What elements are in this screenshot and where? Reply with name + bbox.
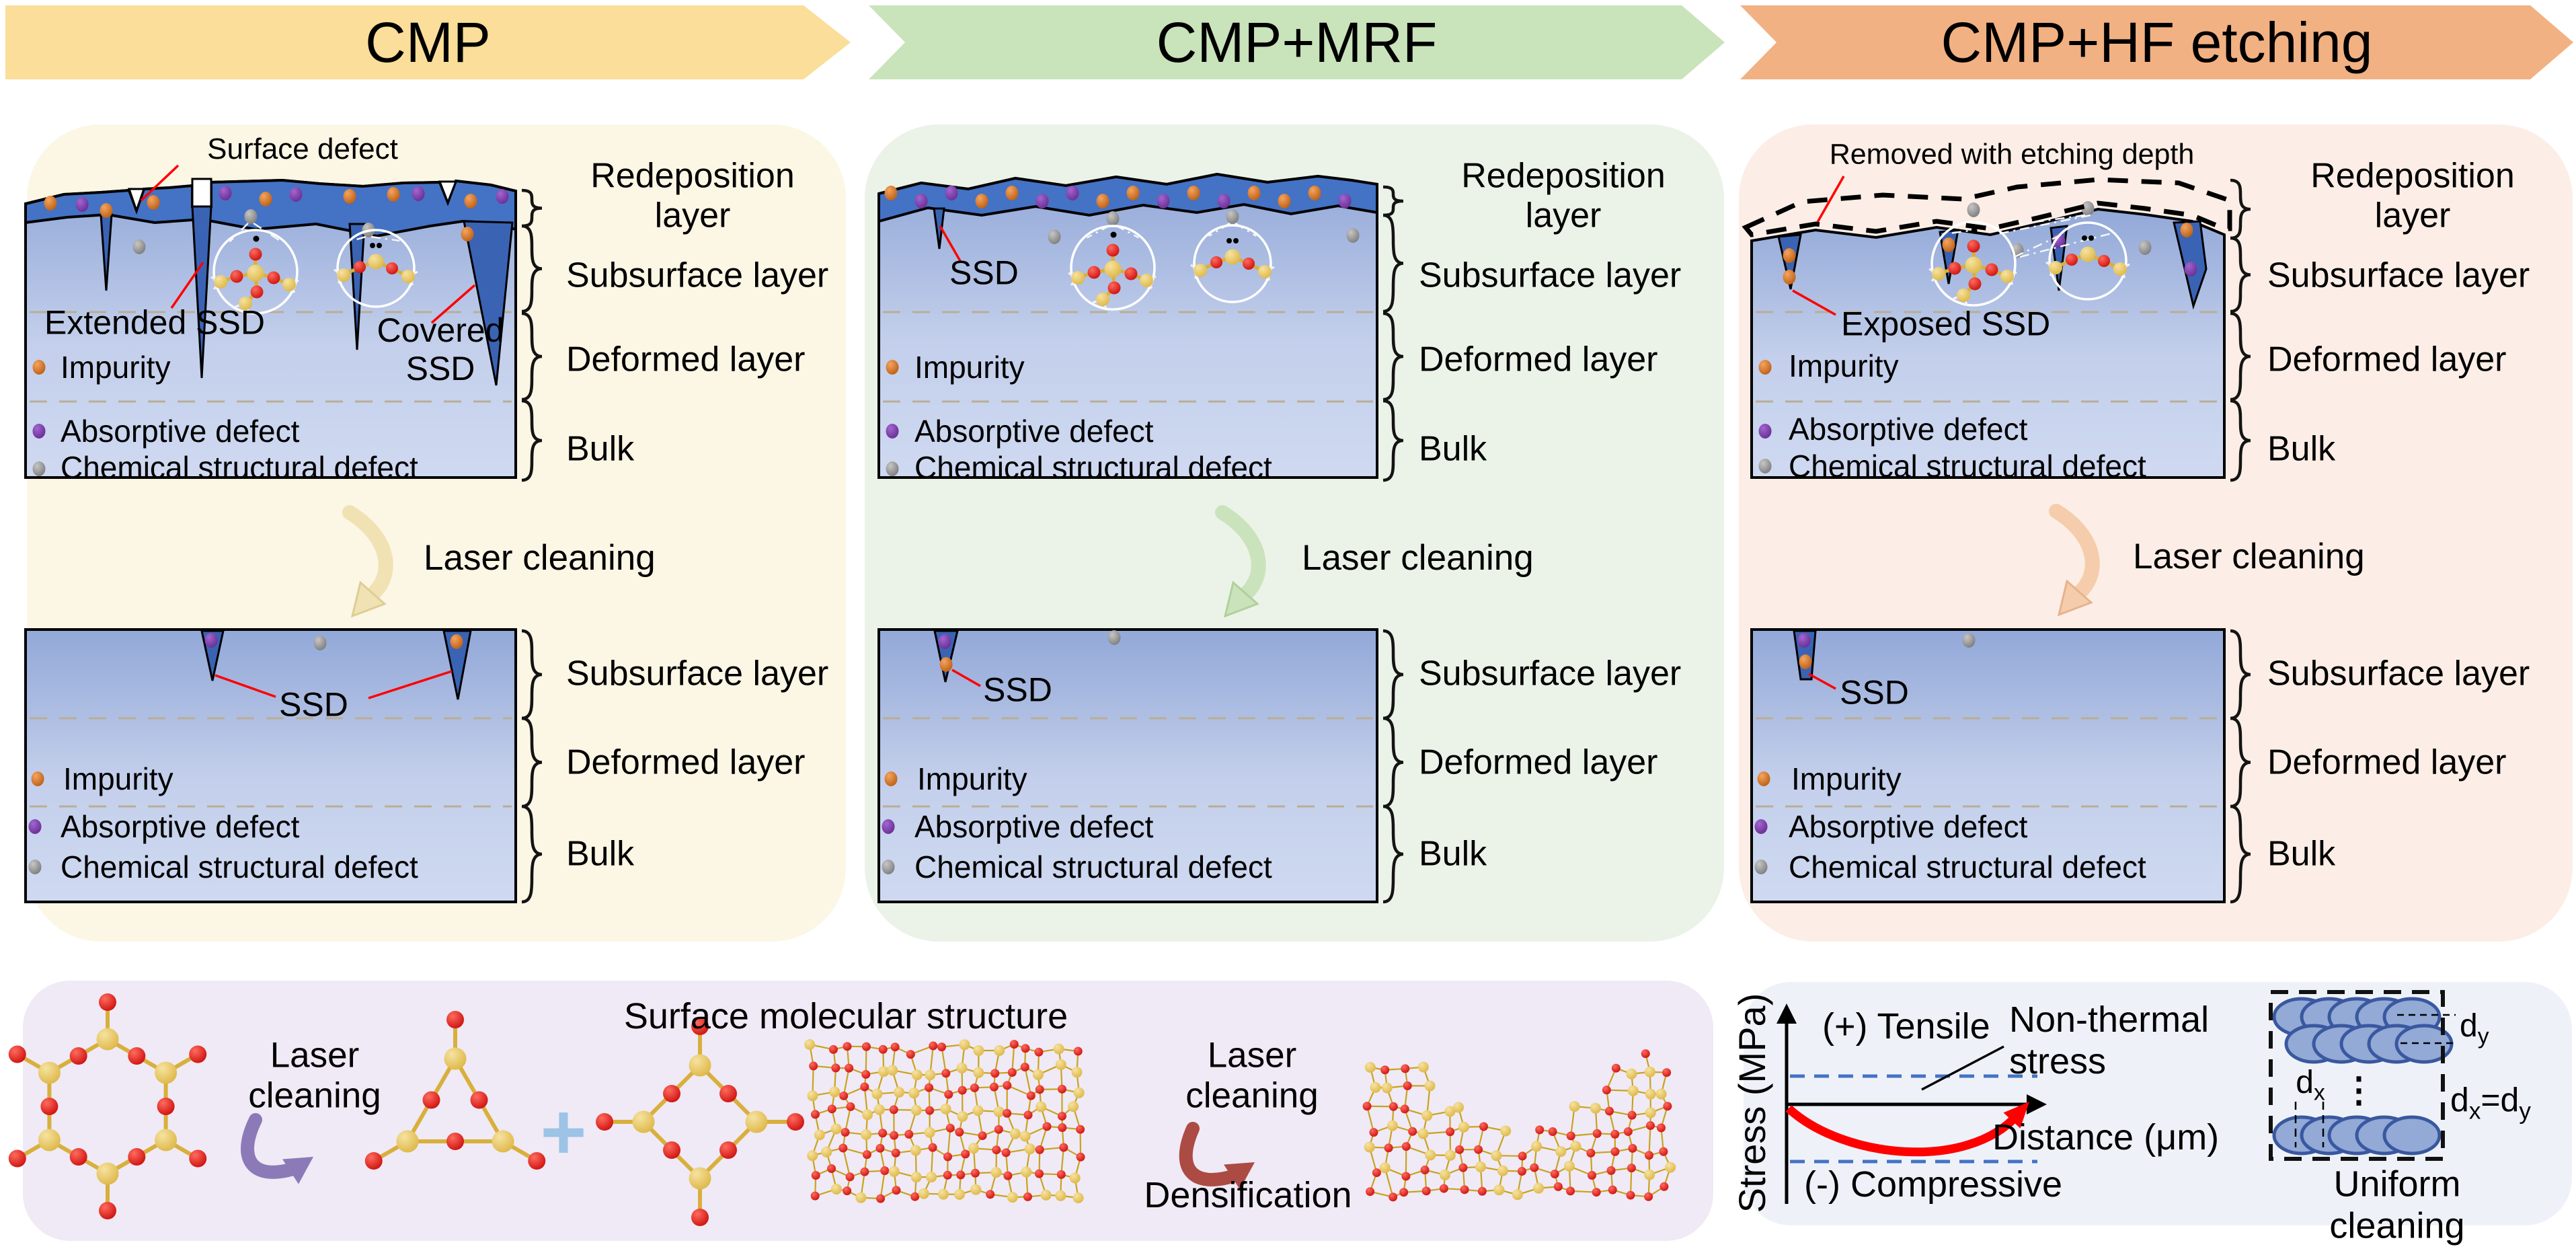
p2-legend-b-absorptive: Absorptive defect: [914, 808, 1154, 844]
p1-surface-defect-label: Surface defect: [207, 132, 398, 165]
header-label-cmp-hf: CMP+HF etching: [1941, 10, 2373, 74]
uniform-cleaning-label: Uniform cleaning: [2329, 1164, 2465, 1246]
p3-exposed-ssd-label: Exposed SSD: [1841, 305, 2051, 343]
vertical-ellipsis: ⋮: [2341, 1071, 2376, 1110]
p3-layer-bulk-top: Bulk: [2267, 429, 2336, 469]
header-arrow-cmp-hf: CMP+HF etching: [1740, 5, 2573, 79]
p1-legend-b-impurity: Impurity: [63, 761, 173, 796]
p1-legend-absorptive: Absorptive defect: [61, 413, 300, 449]
densification-label: Densification: [1144, 1175, 1352, 1216]
p1-legend-chemical: Chemical structural defect: [61, 449, 418, 485]
p2-layer-deformed-bottom: Deformed layer: [1419, 743, 1658, 782]
p1-laser-cleaning-label: Laser cleaning: [424, 537, 656, 578]
p2-ssd-bottom-label: SSD: [983, 671, 1052, 709]
p1-layer-deformed-bottom: Deformed layer: [566, 743, 806, 782]
stress-x-axis-label: Distance (μm): [1992, 1117, 2220, 1158]
p1-layer-bulk-bottom: Bulk: [566, 834, 635, 874]
p3-layer-redeposition: Redeposition layer: [2310, 156, 2515, 235]
p1-covered-ssd-label: Covered SSD: [377, 311, 504, 387]
p1-layer-bulk-top: Bulk: [566, 429, 635, 469]
p3-legend-b-absorptive: Absorptive defect: [1789, 808, 2028, 844]
p3-legend-b-impurity: Impurity: [1791, 761, 1902, 796]
p2-layer-deformed-top: Deformed layer: [1419, 340, 1658, 379]
p3-legend-b-chemical: Chemical structural defect: [1789, 849, 2146, 884]
header-arrow-cmp-mrf: CMP+MRF: [869, 5, 1725, 79]
molecular-laser-left-label: Laser cleaning: [248, 1035, 381, 1116]
stress-tensile-label: (+) Tensile: [1822, 1006, 1990, 1047]
p3-legend-absorptive: Absorptive defect: [1789, 411, 2028, 447]
p2-legend-impurity: Impurity: [914, 349, 1025, 385]
p2-layer-bulk-top: Bulk: [1419, 429, 1487, 469]
p2-laser-cleaning-label: Laser cleaning: [1302, 537, 1534, 578]
p3-layer-deformed-bottom: Deformed layer: [2267, 743, 2507, 782]
p3-removed-label: Removed with etching depth: [1829, 138, 2195, 171]
p2-legend-chemical: Chemical structural defect: [914, 449, 1272, 485]
p1-legend-b-absorptive: Absorptive defect: [61, 808, 300, 844]
dx-label: dx: [2296, 1065, 2325, 1106]
p1-layer-redeposition: Redeposition layer: [590, 156, 795, 235]
p3-legend-chemical: Chemical structural defect: [1789, 448, 2146, 484]
stress-y-axis-label: Stress (MPa): [1731, 993, 1774, 1213]
dx-equals-dy-label: dx=dy: [2450, 1081, 2531, 1125]
p2-layer-bulk-bottom: Bulk: [1419, 834, 1487, 874]
p1-legend-impurity: Impurity: [61, 349, 171, 385]
header-arrow-cmp: CMP: [5, 5, 851, 79]
header-label-cmp: CMP: [365, 10, 491, 74]
p2-legend-b-impurity: Impurity: [917, 761, 1027, 796]
molecular-title: Surface molecular structure: [623, 996, 1068, 1037]
p3-ssd-bottom-label: SSD: [1840, 673, 1909, 712]
p3-laser-cleaning-label: Laser cleaning: [2133, 536, 2365, 576]
p2-legend-absorptive: Absorptive defect: [914, 413, 1154, 449]
p3-layer-deformed-top: Deformed layer: [2267, 340, 2507, 379]
p2-layer-redeposition: Redeposition layer: [1461, 156, 1666, 235]
p2-ssd-label: SSD: [949, 254, 1019, 292]
header-label-cmp-mrf: CMP+MRF: [1156, 10, 1438, 74]
stress-nonthermal-label: Non-thermal stress: [2009, 999, 2210, 1081]
molecular-laser-right-label: Laser cleaning: [1185, 1035, 1319, 1116]
plus-sign: +: [540, 1088, 587, 1177]
dy-label: dy: [2460, 1008, 2489, 1049]
stress-compressive-label: (-) Compressive: [1804, 1164, 2063, 1205]
p2-layer-subsurface-top: Subsurface layer: [1419, 256, 1682, 295]
p3-legend-impurity: Impurity: [1789, 348, 1899, 383]
p1-ssd-bottom-label: SSD: [279, 685, 348, 724]
p1-layer-deformed-top: Deformed layer: [566, 340, 806, 379]
p1-extended-ssd-label: Extended SSD: [44, 303, 265, 342]
p1-layer-subsurface-top: Subsurface layer: [566, 256, 829, 295]
p1-legend-b-chemical: Chemical structural defect: [61, 849, 418, 884]
p2-legend-b-chemical: Chemical structural defect: [914, 849, 1272, 884]
p3-layer-subsurface-top: Subsurface layer: [2267, 256, 2530, 295]
p1-layer-subsurface-bottom: Subsurface layer: [566, 654, 829, 693]
p3-layer-subsurface-bottom: Subsurface layer: [2267, 654, 2530, 693]
p3-layer-bulk-bottom: Bulk: [2267, 834, 2336, 874]
p2-layer-subsurface-bottom: Subsurface layer: [1419, 654, 1682, 693]
